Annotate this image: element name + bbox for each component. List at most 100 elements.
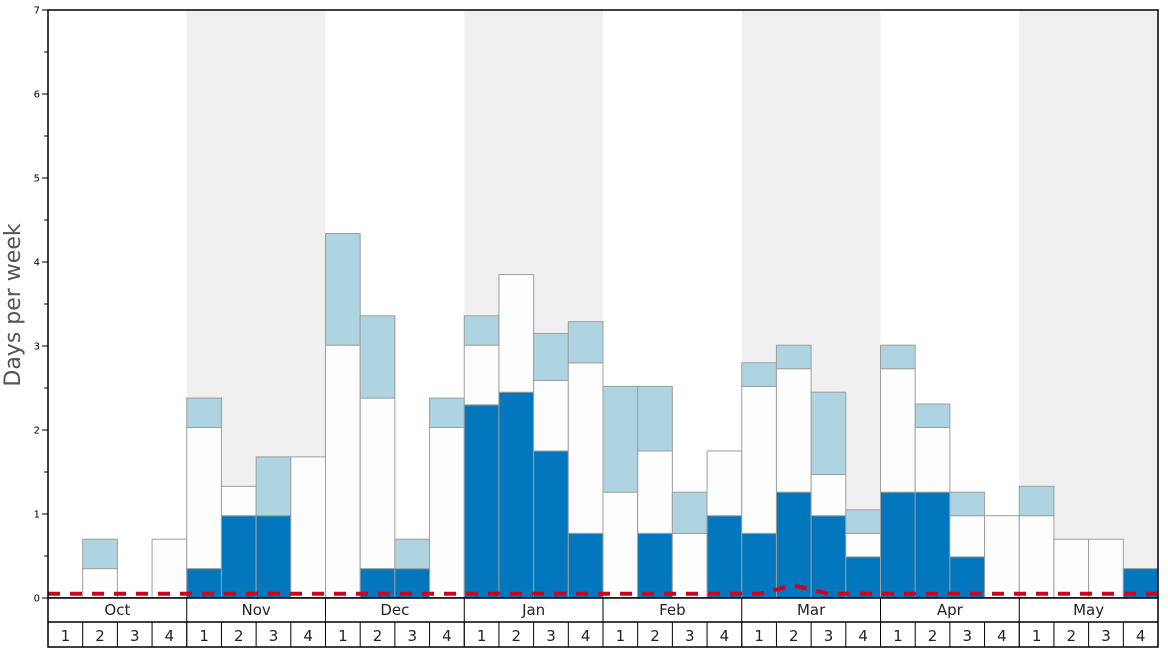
month-label-mar: Mar (797, 601, 826, 619)
bar-segment (429, 397, 465, 428)
bar-segment (533, 450, 569, 599)
bar-segment (775, 491, 812, 599)
week-label: 3 (962, 627, 972, 645)
bar-segment (463, 404, 500, 599)
bar-segment (775, 344, 812, 370)
week-label: 2 (1067, 627, 1077, 645)
bar-segment (463, 315, 500, 346)
bar-segment (220, 515, 257, 599)
week-label: 1 (616, 627, 626, 645)
bar-segment (741, 532, 777, 599)
bar-segment (498, 391, 535, 599)
month-label-oct: Oct (104, 601, 130, 619)
bar-segment (429, 426, 465, 599)
bar-segment (220, 485, 257, 517)
bar-segment (533, 332, 569, 381)
bar-segment (602, 491, 639, 599)
month-label-nov: Nov (241, 601, 270, 619)
bar-segment (1053, 538, 1090, 599)
bar-segment (359, 315, 396, 399)
month-label-feb: Feb (659, 601, 686, 619)
week-label: 2 (512, 627, 522, 645)
bar-segment (984, 515, 1020, 599)
week-label: 3 (130, 627, 140, 645)
bar-segment (463, 344, 500, 406)
week-label: 4 (165, 627, 175, 645)
month-label-dec: Dec (380, 601, 409, 619)
week-label: 4 (720, 627, 730, 645)
y-tick-label: 5 (34, 174, 40, 185)
bar-segment (880, 491, 916, 599)
week-label: 4 (1136, 627, 1146, 645)
bar-segment (255, 515, 292, 599)
week-label: 4 (858, 627, 868, 645)
bar-segment (186, 426, 222, 570)
y-tick-label: 2 (34, 426, 40, 437)
bar-segment (949, 515, 986, 558)
week-label: 3 (1101, 627, 1111, 645)
week-label: 3 (546, 627, 556, 645)
y-axis-label: Days per week (1, 223, 26, 386)
bar-segment (775, 368, 812, 493)
week-label: 3 (269, 627, 279, 645)
bar-segment (290, 456, 326, 599)
week-label: 2 (789, 627, 799, 645)
month-label-jan: Jan (521, 601, 545, 619)
x-axis: Oct Nov Dec Jan Feb Mar Apr May 1 2 3 4 1 2 3 4 1 2 3 4 1 2 3 4… (47, 597, 1159, 648)
bar-segment (359, 397, 396, 570)
week-label: 2 (650, 627, 660, 645)
week-label: 3 (824, 627, 834, 645)
bar-segment (567, 532, 604, 599)
week-label: 4 (303, 627, 313, 645)
bar-segment (741, 362, 777, 387)
bar-segment (671, 491, 708, 534)
bar-segment (151, 538, 188, 599)
y-tick-label: 4 (34, 258, 40, 269)
bar-segment (880, 368, 916, 493)
bar-segment (1018, 515, 1055, 599)
bar-segment (845, 509, 881, 534)
bar-segment (949, 556, 986, 599)
bar-segment (567, 321, 604, 364)
bar-segment (741, 385, 777, 534)
bar-segment (880, 344, 916, 370)
bar-segment (671, 532, 708, 599)
bar-segment (706, 515, 743, 599)
bar-segment (255, 456, 292, 517)
bar-segment (325, 344, 361, 599)
y-tick-label: 6 (34, 90, 40, 101)
week-label: 2 (234, 627, 244, 645)
week-label: 1 (338, 627, 348, 645)
bar-segment (810, 391, 847, 476)
bar-segment (394, 538, 431, 570)
week-label: 1 (199, 627, 209, 645)
bar-segment (949, 491, 986, 517)
bar-segment (637, 450, 673, 534)
month-label-may: May (1073, 601, 1104, 619)
bar-segment (533, 379, 569, 452)
bar-segment (706, 450, 743, 517)
bar-segment (810, 474, 847, 517)
week-label: 4 (997, 627, 1007, 645)
bar-segment (1088, 538, 1124, 599)
bar-segment (845, 532, 881, 558)
bar-segment (186, 397, 222, 428)
bar-segment (810, 515, 847, 599)
bars (82, 232, 1159, 599)
bar-segment (567, 362, 604, 534)
week-label: 3 (685, 627, 695, 645)
week-label: 2 (95, 627, 105, 645)
week-label: 1 (754, 627, 764, 645)
bar-segment (637, 532, 673, 599)
bar-segment (602, 385, 639, 493)
week-label: 1 (893, 627, 903, 645)
week-label: 1 (477, 627, 487, 645)
week-label: 4 (581, 627, 591, 645)
week-label: 2 (928, 627, 938, 645)
bar-segment (914, 426, 951, 493)
month-label-apr: Apr (937, 601, 964, 619)
bar-segment (498, 274, 535, 393)
week-label: 2 (373, 627, 383, 645)
bar-segment (914, 403, 951, 428)
